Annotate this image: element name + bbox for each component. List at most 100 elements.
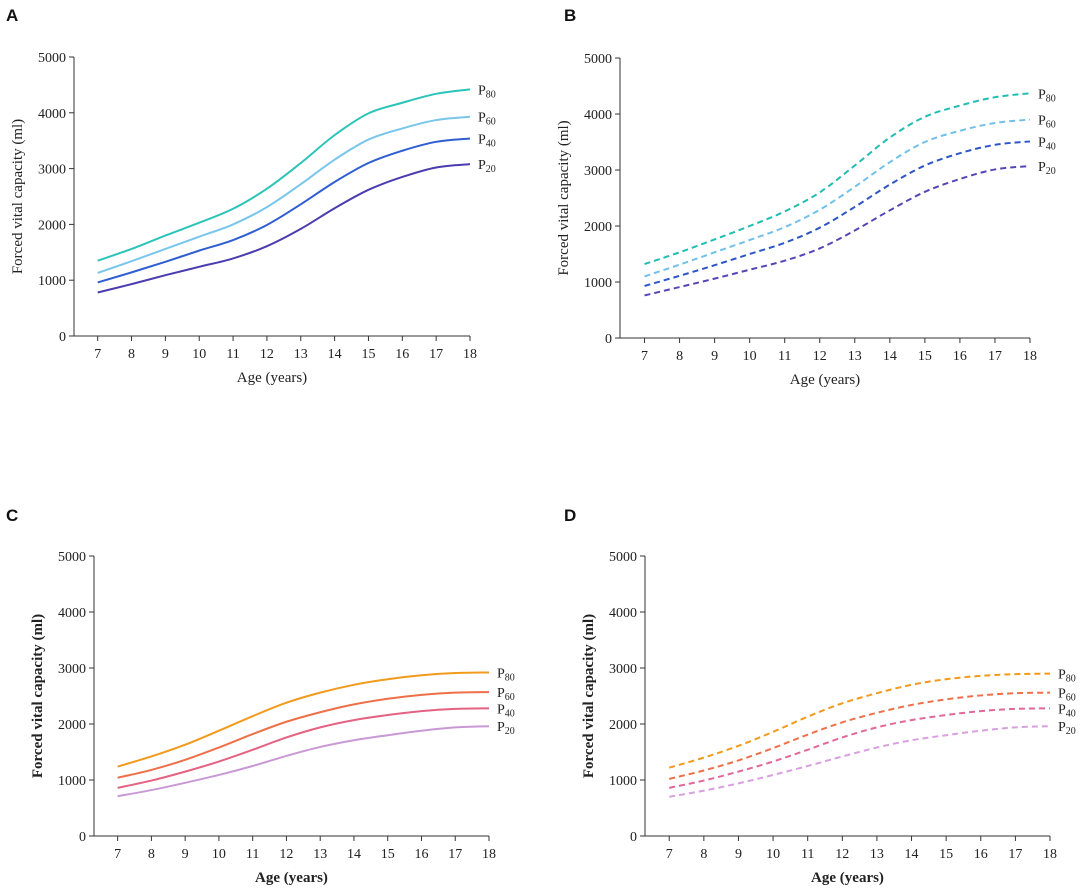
series-line-p60 — [644, 118, 1031, 278]
x-tick-label: 9 — [711, 349, 718, 364]
series-line-p20 — [669, 725, 1051, 798]
y-tick-label: 3000 — [58, 662, 86, 677]
x-tick-label: 8 — [128, 347, 135, 362]
x-tick-label: 11 — [246, 847, 259, 862]
x-tick-label: 10 — [766, 847, 780, 862]
y-tick-label: 0 — [59, 330, 66, 345]
x-tick-label: 17 — [448, 847, 462, 862]
series-line-p20 — [644, 165, 1031, 297]
chart-d: 0 1000 2000 3000 4000 5000 7 8 9 10 11 12 13 14 15 16 17… — [581, 550, 1076, 886]
y-tick-label: 1000 — [609, 774, 637, 789]
series-label-p60: P60 — [497, 686, 515, 703]
x-axis-title: Age (years) — [790, 372, 860, 388]
x-tick-label: 11 — [778, 349, 791, 364]
series-line-p80 — [97, 88, 471, 262]
y-tick-label: 0 — [79, 830, 86, 845]
series-label-p40: P40 — [1038, 135, 1056, 152]
series-label-p40: P40 — [478, 132, 496, 149]
y-tick-label: 4000 — [58, 606, 86, 621]
x-tick-label: 17 — [429, 347, 443, 362]
panel-c: C 0 1000 2000 3000 4000 5000 7 8 9 10 11 12 13 14 15 16… — [0, 448, 520, 886]
x-tick-label: 9 — [162, 347, 169, 362]
y-tick-label: 4000 — [584, 108, 612, 123]
series-line-p80 — [117, 671, 490, 768]
series-label-p20: P20 — [478, 158, 496, 175]
x-tick-label: 18 — [1023, 349, 1037, 364]
chart-b: 0 1000 2000 3000 4000 5000 7 8 9 10 11 12 13 14 15 16 17… — [556, 52, 1056, 388]
series-line-p20 — [97, 163, 471, 294]
series-line-p40 — [117, 707, 490, 789]
series-label-p80: P80 — [1058, 668, 1076, 685]
y-tick-label: 5000 — [38, 51, 66, 66]
panel-label: A — [6, 6, 19, 25]
x-tick-label: 18 — [1043, 847, 1057, 862]
series-label-p60: P60 — [1058, 687, 1076, 704]
chart-c: 0 1000 2000 3000 4000 5000 7 8 9 10 11 12 13 14 15 16 17… — [30, 550, 515, 886]
y-tick-label: 4000 — [609, 606, 637, 621]
x-axis-title: Age (years) — [255, 870, 328, 886]
series-label-p20: P20 — [497, 720, 515, 737]
y-axis-title: Forced vital capacity (ml) — [556, 120, 572, 275]
x-tick-label: 10 — [212, 847, 226, 862]
y-tick-label: 0 — [630, 830, 637, 845]
series-line-p60 — [668, 691, 1051, 780]
series-label-p60: P60 — [478, 111, 496, 128]
x-tick-label: 11 — [801, 847, 814, 862]
x-tick-label: 9 — [182, 847, 189, 862]
y-tick-label: 5000 — [58, 550, 86, 565]
x-tick-label: 14 — [347, 847, 361, 862]
series-label-p80: P80 — [478, 83, 496, 100]
x-tick-label: 8 — [676, 349, 683, 364]
x-tick-label: 8 — [700, 847, 707, 862]
x-tick-label: 9 — [735, 847, 742, 862]
series-label-p20: P20 — [1038, 160, 1056, 177]
y-tick-label: 2000 — [609, 718, 637, 733]
series-label-p40: P40 — [497, 702, 515, 719]
y-axis-title: Forced vital capacity (ml) — [10, 119, 26, 274]
x-axis-title: Age (years) — [811, 870, 884, 886]
y-tick-label: 3000 — [38, 163, 66, 178]
x-tick-label: 10 — [192, 347, 206, 362]
y-tick-label: 3000 — [609, 662, 637, 677]
chart-a: 0 1000 2000 3000 4000 5000 7 8 9 10 11 12 13 14 15 16 17… — [10, 51, 496, 386]
x-tick-label: 15 — [381, 847, 395, 862]
x-tick-label: 16 — [953, 349, 967, 364]
y-tick-label: 0 — [605, 332, 612, 347]
series-line-p40 — [669, 707, 1051, 789]
series-line-p60 — [117, 691, 490, 779]
x-tick-label: 15 — [939, 847, 953, 862]
series-label-p80: P80 — [1038, 87, 1056, 104]
y-tick-label: 1000 — [38, 274, 66, 289]
x-tick-label: 10 — [743, 349, 757, 364]
series-label-p60: P60 — [1038, 114, 1056, 131]
x-tick-label: 14 — [883, 349, 897, 364]
series-label-p20: P20 — [1058, 720, 1076, 737]
x-tick-label: 8 — [148, 847, 155, 862]
series-line-p20 — [117, 725, 490, 798]
x-tick-label: 13 — [294, 347, 308, 362]
y-tick-label: 4000 — [38, 107, 66, 122]
series-line-p40 — [644, 140, 1031, 287]
x-tick-label: 18 — [482, 847, 496, 862]
y-tick-label: 2000 — [38, 218, 66, 233]
series-line-p60 — [97, 115, 471, 274]
y-tick-label: 1000 — [584, 276, 612, 291]
series-line-p40 — [97, 137, 471, 284]
x-tick-label: 7 — [114, 847, 121, 862]
x-tick-label: 7 — [94, 347, 101, 362]
panel-b: B 0 1000 2000 3000 4000 5000 7 8 9 10 11 12 13 14 15 16… — [544, 0, 1064, 410]
series-line-p80 — [668, 672, 1051, 769]
x-tick-label: 16 — [974, 847, 988, 862]
x-tick-label: 12 — [279, 847, 293, 862]
x-tick-label: 13 — [870, 847, 884, 862]
y-tick-label: 5000 — [584, 52, 612, 67]
x-tick-label: 7 — [666, 847, 673, 862]
panel-d: D 0 1000 2000 3000 4000 5000 7 8 9 10 11 12 13 14 15 16… — [544, 448, 1076, 886]
x-tick-label: 18 — [463, 347, 477, 362]
x-tick-label: 16 — [414, 847, 428, 862]
x-tick-label: 16 — [395, 347, 409, 362]
x-tick-label: 13 — [313, 847, 327, 862]
x-tick-label: 12 — [835, 847, 849, 862]
x-tick-label: 13 — [848, 349, 862, 364]
panel-label: D — [564, 506, 577, 525]
